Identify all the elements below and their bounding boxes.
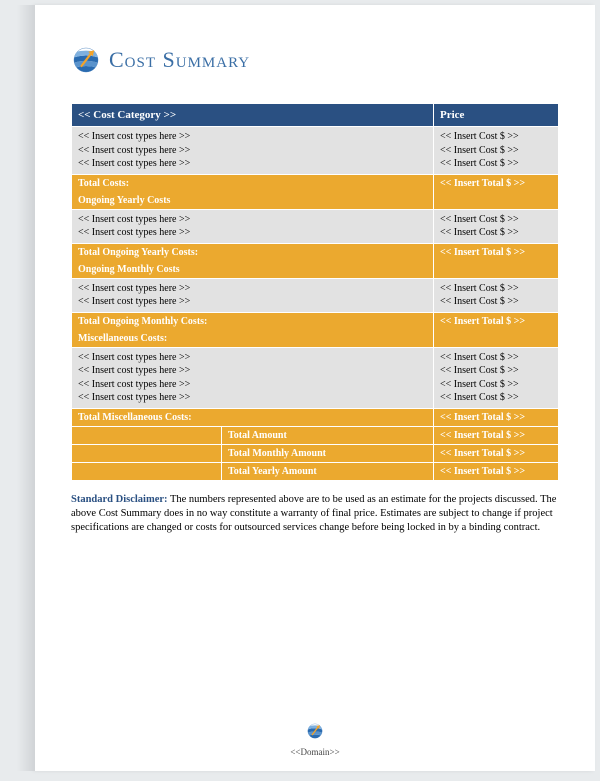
grand-total-value: << Insert Total $ >> — [434, 444, 559, 462]
cost-summary-table: << Cost Category >> Price << Insert cost… — [71, 103, 559, 481]
cost-type-cell: << Insert cost types here >> — [78, 378, 427, 392]
total-label: Total Ongoing Monthly Costs: — [78, 316, 427, 327]
grand-total-label: Total Amount — [222, 426, 434, 444]
empty-cell — [72, 426, 222, 444]
cost-type-cell: << Insert cost types here >> — [78, 351, 427, 365]
section-total-row: Total Ongoing Yearly Costs: Ongoing Mont… — [72, 243, 559, 278]
section-total-row: Total Miscellaneous Costs: << Insert Tot… — [72, 408, 559, 426]
section-total-row: Total Ongoing Monthly Costs: Miscellaneo… — [72, 312, 559, 347]
table-row: << Insert cost types here >> << Insert c… — [72, 278, 559, 312]
total-label: Total Ongoing Yearly Costs: — [78, 247, 427, 258]
cost-type-cell: << Insert cost types here >> — [78, 213, 427, 227]
page-footer: <<Domain>> — [35, 722, 595, 757]
cost-value-cell: << Insert Cost $ >> — [440, 282, 552, 296]
section-total-row: Total Costs: Ongoing Yearly Costs << Ins… — [72, 174, 559, 209]
table-header-row: << Cost Category >> Price — [72, 104, 559, 127]
grand-total-value: << Insert Total $ >> — [434, 426, 559, 444]
empty-cell — [72, 462, 222, 480]
cost-value-cell: << Insert Cost $ >> — [440, 213, 552, 227]
disclaimer-lead: Standard Disclaimer: — [71, 494, 168, 505]
page-content: Cost Summary << Cost Category >> Price <… — [35, 5, 595, 535]
header-category: << Cost Category >> — [72, 104, 434, 127]
cost-type-cell: << Insert cost types here >> — [78, 157, 427, 171]
header-price: Price — [434, 104, 559, 127]
grand-total-row: Total Monthly Amount << Insert Total $ >… — [72, 444, 559, 462]
total-label: Total Miscellaneous Costs: — [72, 408, 434, 426]
page-title: Cost Summary — [109, 47, 250, 73]
cost-type-cell: << Insert cost types here >> — [78, 364, 427, 378]
disclaimer: Standard Disclaimer: The numbers represe… — [71, 493, 559, 536]
grand-total-row: Total Yearly Amount << Insert Total $ >> — [72, 462, 559, 480]
table-row: << Insert cost types here >> << Insert c… — [72, 209, 559, 243]
cost-value-cell: << Insert Cost $ >> — [440, 144, 552, 158]
total-value: << Insert Total $ >> — [434, 243, 559, 278]
binding-shadow — [17, 5, 35, 771]
grand-total-label: Total Monthly Amount — [222, 444, 434, 462]
cost-type-cell: << Insert cost types here >> — [78, 391, 427, 405]
total-label: Total Costs: — [78, 178, 427, 189]
cost-value-cell: << Insert Cost $ >> — [440, 295, 552, 309]
cost-type-cell: << Insert cost types here >> — [78, 144, 427, 158]
cost-value-cell: << Insert Cost $ >> — [440, 364, 552, 378]
title-row: Cost Summary — [71, 45, 559, 75]
cost-value-cell: << Insert Cost $ >> — [440, 391, 552, 405]
globe-arrow-icon — [71, 45, 101, 75]
table-row: << Insert cost types here >> << Insert c… — [72, 347, 559, 408]
cost-type-cell: << Insert cost types here >> — [78, 295, 427, 309]
grand-total-row: Total Amount << Insert Total $ >> — [72, 426, 559, 444]
grand-total-value: << Insert Total $ >> — [434, 462, 559, 480]
total-value: << Insert Total $ >> — [434, 312, 559, 347]
cost-type-cell: << Insert cost types here >> — [78, 282, 427, 296]
grand-total-label: Total Yearly Amount — [222, 462, 434, 480]
cost-value-cell: << Insert Cost $ >> — [440, 226, 552, 240]
cost-type-cell: << Insert cost types here >> — [78, 226, 427, 240]
cost-value-cell: << Insert Cost $ >> — [440, 351, 552, 365]
section-header: Ongoing Yearly Costs — [78, 189, 427, 206]
section-header: Miscellaneous Costs: — [78, 327, 427, 344]
footer-domain: <<Domain>> — [35, 747, 595, 757]
cost-type-cell: << Insert cost types here >> — [78, 130, 427, 144]
cost-value-cell: << Insert Cost $ >> — [440, 130, 552, 144]
document-page: Cost Summary << Cost Category >> Price <… — [35, 5, 595, 771]
section-header: Ongoing Monthly Costs — [78, 258, 427, 275]
table-row: << Insert cost types here >> << Insert c… — [72, 127, 559, 175]
total-value: << Insert Total $ >> — [434, 408, 559, 426]
empty-cell — [72, 444, 222, 462]
total-value: << Insert Total $ >> — [434, 174, 559, 209]
cost-value-cell: << Insert Cost $ >> — [440, 378, 552, 392]
globe-arrow-icon — [306, 722, 324, 740]
cost-value-cell: << Insert Cost $ >> — [440, 157, 552, 171]
